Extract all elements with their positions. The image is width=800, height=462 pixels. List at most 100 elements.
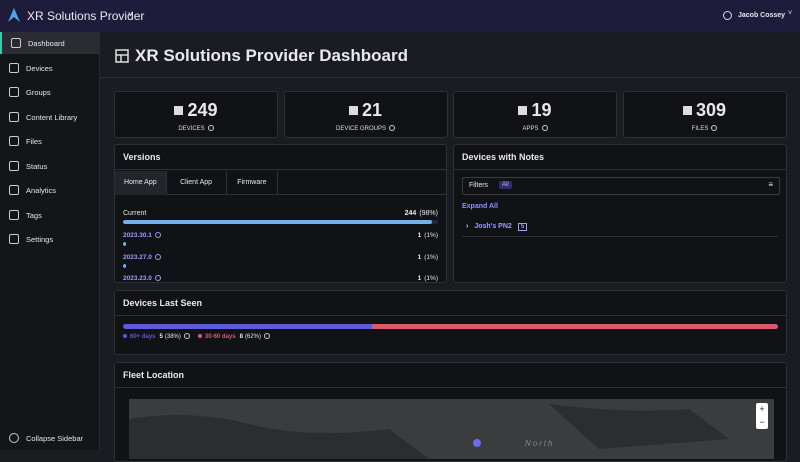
map[interactable]: North + − (129, 399, 774, 459)
card-title: Fleet Location (115, 363, 786, 388)
legend-count: 5 (159, 334, 163, 340)
version-label: 2023.23.0 (123, 275, 152, 282)
filter-box[interactable]: Filters All ≡ (462, 177, 780, 195)
count: 1 (417, 232, 422, 239)
stacked-bar (123, 324, 778, 329)
stat-value: 249 (187, 100, 218, 120)
percent: (1%) (424, 232, 438, 239)
sidebar-label: Status (26, 161, 48, 171)
zoom-in[interactable]: + (759, 404, 765, 414)
map-label: North (525, 439, 555, 448)
sidebar-icon (9, 111, 19, 122)
stat-label: APPS (522, 126, 539, 132)
info-icon (154, 253, 161, 260)
progress-bar (123, 220, 432, 224)
fleet-card: Fleet Location North + − (114, 362, 787, 462)
note-count: 5 (517, 223, 528, 231)
tabs: Home App Client App Firmware (115, 171, 446, 195)
info-icon (541, 125, 548, 131)
stat-row: 21 (285, 100, 447, 121)
stat-label: FILES (691, 126, 709, 132)
sidebar-item[interactable]: Analytics (0, 179, 100, 201)
sidebar-icon (11, 38, 21, 48)
user-caret[interactable]: ˅ (788, 10, 793, 17)
stat-value: 19 (531, 100, 552, 120)
percent: (98%) (419, 210, 438, 217)
versions-card: Versions Home App Client App Firmware Curre… (114, 144, 447, 283)
sidebar-icon (9, 234, 19, 244)
note-item[interactable]: › Josh's PN2 5 (462, 223, 778, 237)
legend-item[interactable]: 60+ days 5 (38%) (123, 333, 190, 340)
tab[interactable]: Home App (115, 171, 167, 195)
version-row[interactable]: 2023.23.0 1 (1%) (123, 275, 438, 282)
zoom-control: + − (756, 403, 768, 429)
legend-label: 30-60 days (204, 334, 236, 340)
collapse-sidebar[interactable]: Collapse Sidebar (0, 427, 100, 449)
app-name[interactable]: XR Solutions Provider (27, 9, 145, 23)
stat-icon (682, 106, 692, 115)
stat-label-row[interactable]: APPS (454, 125, 616, 132)
stat-value: 309 (695, 100, 727, 120)
progress-track (123, 263, 438, 268)
progress-bar (123, 263, 127, 268)
map-land (129, 404, 729, 459)
progress-track (123, 242, 438, 246)
stat-label-row[interactable]: FILES (624, 125, 786, 132)
sidebar-label: Devices (26, 63, 53, 73)
sidebar-item[interactable]: Groups (0, 81, 100, 103)
sidebar-icon (9, 62, 19, 73)
sidebar-item[interactable]: Content Library (0, 106, 100, 128)
stat-label-row[interactable]: DEVICE GROUPS (285, 125, 447, 132)
collapse-label: Collapse Sidebar (26, 434, 84, 443)
sidebar-icon (9, 136, 19, 146)
zoom-out[interactable]: − (759, 417, 765, 427)
filter-tag[interactable]: All (499, 181, 512, 189)
sidebar-item[interactable]: Status (0, 155, 100, 177)
legend-count: 8 (239, 334, 243, 340)
version-label: 2023.30.1 (123, 232, 152, 239)
dropdown-caret[interactable]: ˅ (128, 10, 133, 19)
info-icon (389, 125, 395, 131)
sidebar-item[interactable]: Settings (0, 228, 100, 250)
note-name: Josh's PN2 (474, 223, 512, 230)
count: 1 (417, 253, 422, 261)
legend-label: 60+ days (130, 334, 156, 340)
card-title: Versions (115, 145, 446, 170)
stat-row: 249 (115, 100, 277, 121)
chevron: › (466, 223, 469, 230)
segment (371, 324, 778, 329)
sidebar-item[interactable]: Files (0, 130, 100, 152)
version-row[interactable]: 2023.27.0 1 (1%) (123, 253, 438, 261)
stat-card: 249 DEVICES (114, 91, 278, 138)
tab[interactable]: Client App (167, 171, 227, 195)
card-title: Devices with Notes (454, 145, 786, 170)
divider (100, 77, 800, 78)
legend-dot (197, 334, 202, 338)
sidebar-item[interactable]: Dashboard (0, 32, 100, 54)
segment (123, 324, 372, 329)
version-count: 244 (98%) (405, 210, 438, 217)
count: 244 (404, 210, 417, 217)
version-count: 1 (1%) (418, 254, 438, 261)
legend-item[interactable]: 30-60 days 8 (62%) (197, 333, 270, 340)
sidebar-item[interactable]: Devices (0, 57, 100, 79)
stat-icon (348, 106, 358, 115)
stat-label-row[interactable]: DEVICES (115, 125, 277, 132)
legend: 60+ days 5 (38%) 30-60 days 8 (62%) (123, 333, 278, 340)
user-name[interactable]: Jacob Cossey (738, 12, 786, 19)
sidebar-label: Dashboard (28, 39, 65, 48)
progress-track (123, 220, 438, 224)
tab[interactable]: Firmware (227, 171, 279, 195)
stat-card: 19 APPS (453, 91, 617, 138)
stat-icon (174, 106, 184, 115)
legend-percent: (38%) (164, 334, 181, 340)
help-icon[interactable] (723, 11, 732, 20)
info-icon (183, 333, 190, 339)
expand-all[interactable]: Expand All (462, 203, 498, 210)
version-row[interactable]: 2023.30.1 1 (1%) (123, 232, 438, 239)
filter-icon[interactable]: ≡ (768, 180, 773, 189)
sidebar-icon (9, 185, 19, 195)
stat-icon (518, 106, 528, 115)
sidebar-item[interactable]: Tags (0, 204, 100, 226)
